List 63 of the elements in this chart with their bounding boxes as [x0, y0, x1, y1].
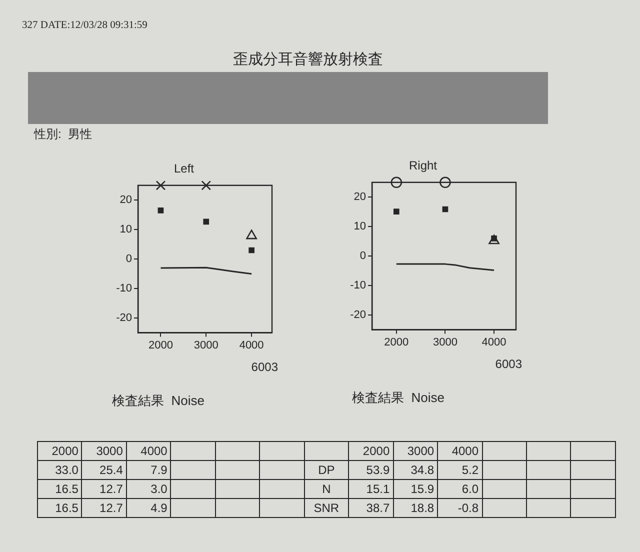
data-label: 12.7: [82, 498, 126, 518]
data-label: 15.9: [393, 480, 438, 498]
point: [442, 206, 448, 212]
text: 6003: [495, 357, 522, 371]
data-label: 25.4: [82, 460, 126, 480]
text: 性別: 男性: [34, 126, 92, 143]
data-label: 34.8: [393, 460, 438, 480]
x-tick-label: 2000: [348, 442, 394, 460]
point: [248, 247, 254, 254]
data-label: 18.8: [393, 498, 438, 518]
y-tick-label: 20: [120, 194, 132, 206]
text: 検査結果 Noise: [112, 392, 204, 410]
data-label: 4.9: [126, 498, 171, 518]
y-tick-label: 10: [354, 220, 366, 233]
data-label: 53.9: [348, 460, 394, 480]
x-tick-label: 4000: [126, 442, 171, 460]
point: [246, 230, 257, 240]
chart-title: Right: [408, 158, 438, 173]
point: [488, 234, 500, 244]
y-tick-label: -10: [116, 282, 132, 295]
data-label: 6.0: [438, 480, 482, 498]
y-tick-label: 10: [120, 224, 132, 236]
x-tick-label: 3000: [432, 336, 458, 348]
point: [158, 208, 164, 214]
data-label: 33.0: [38, 460, 82, 480]
x-tick-label: 3000: [82, 442, 126, 460]
text: 検査結果 Noise: [352, 389, 444, 407]
x-tick-label: 2000: [148, 339, 173, 352]
y-tick-label: N: [304, 480, 349, 498]
data-label: 38.7: [348, 498, 394, 518]
y-tick-label: -10: [350, 280, 366, 292]
point: [156, 180, 166, 190]
y-tick-label: DP: [304, 460, 349, 480]
x-tick-label: 4000: [482, 336, 506, 348]
y-tick-label: -20: [350, 309, 366, 322]
x-tick-label: 3000: [393, 442, 438, 460]
y-tick-label: SNR: [304, 498, 349, 518]
x-tick-label: 4000: [239, 339, 264, 352]
y-tick-label: 0: [360, 250, 366, 262]
data-label: 12.7: [82, 480, 126, 498]
data-label: 3.0: [126, 480, 171, 498]
chart-title: Left: [174, 162, 195, 176]
point: [393, 208, 400, 214]
text: 327 DATE:12/03/28 09:31:59: [22, 20, 148, 31]
data-label: 7.9: [126, 460, 171, 480]
data-label: 16.5: [38, 480, 82, 498]
data-label: 16.5: [38, 498, 82, 518]
x-tick-label: 2000: [384, 336, 409, 348]
text: 6003: [251, 360, 278, 374]
x-tick-label: 2000: [38, 442, 82, 460]
y-tick-label: -20: [116, 312, 132, 324]
point: [390, 176, 402, 188]
y-tick-label: 20: [354, 191, 366, 204]
x-tick-label: 3000: [194, 339, 218, 352]
data-label: 5.2: [438, 460, 482, 480]
point: [203, 218, 210, 225]
point: [201, 180, 212, 190]
text: 歪成分耳音響放射検査: [232, 50, 384, 69]
data-label: 15.1: [348, 480, 394, 498]
data-label: -0.8: [438, 498, 482, 518]
y-tick-label: 0: [126, 253, 132, 266]
x-tick-label: 4000: [438, 442, 482, 460]
point: [440, 176, 451, 188]
